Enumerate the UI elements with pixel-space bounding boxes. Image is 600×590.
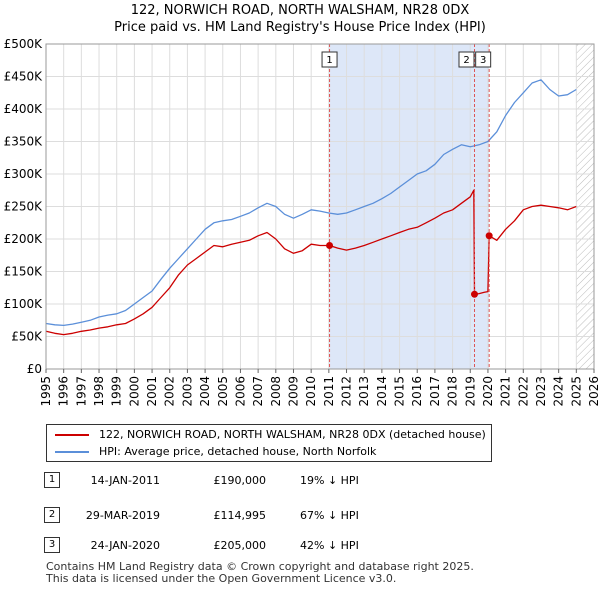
transaction-hpi-diff: 67% ↓ HPI [300,509,359,522]
transaction-date: 24-JAN-2020 [90,539,160,552]
legend-label-property: 122, NORWICH ROAD, NORTH WALSHAM, NR28 0… [99,428,486,441]
y-tick-label: £200K [4,232,44,246]
x-tick-label: 2016 [410,376,424,407]
y-tick-label: £450K [4,70,44,84]
transaction-row: 3 24-JAN-2020 £205,000 42% ↓ HPI [0,536,600,556]
x-tick-label: 2011 [322,376,336,407]
x-tick-label: 1998 [92,376,106,407]
x-tick-label: 2017 [428,376,442,407]
footer: Contains HM Land Registry data © Crown c… [46,561,474,585]
x-tick-label: 2023 [534,376,548,407]
x-tick-label: 2007 [251,376,265,407]
chart-title-line1: 122, NORWICH ROAD, NORTH WALSHAM, NR28 0… [130,3,470,18]
y-tick-label: £250K [4,200,44,214]
transaction-hpi-diff: 42% ↓ HPI [300,539,359,552]
x-tick-label: 2021 [499,376,513,407]
x-tick-label: 1995 [39,376,53,407]
transaction-row: 2 29-MAR-2019 £114,995 67% ↓ HPI [0,506,600,526]
transaction-row: 1 14-JAN-2011 £190,000 19% ↓ HPI [0,471,600,491]
sale-marker-number: 3 [480,55,486,66]
x-tick-label: 2022 [516,376,530,407]
sale-marker-box [475,51,492,68]
x-tick-label: 2019 [463,376,477,407]
plot-border [45,43,595,370]
x-tick-label: 1997 [74,376,88,407]
sale-marker-label: 3 [475,51,492,68]
x-tick-label: 1996 [57,376,71,407]
hpi-series-line [45,79,577,327]
y-tick-label: £100K [4,297,44,311]
x-tick-label: 2003 [180,376,194,407]
y-tick-label: £50K [11,330,43,344]
x-tick-label: 1999 [110,376,124,407]
chart-title-line2: Price paid vs. HM Land Registry's House … [114,20,486,35]
transaction-price: £205,000 [213,539,267,552]
sale-marker-box [321,51,338,68]
x-tick-label: 2025 [569,376,583,407]
sale-marker-dot [471,290,479,298]
transaction-badge: 1 [44,472,60,488]
x-tick-label: 2012 [340,376,354,407]
sale-marker-dot [326,242,334,249]
x-tick-label: 2013 [357,376,371,407]
x-tick-label: 2026 [587,376,600,407]
legend-label-hpi: HPI: Average price, detached house, Nort… [99,445,377,458]
x-tick-label: 2010 [304,376,318,407]
x-tick-label: 2005 [216,376,230,407]
legend-swatch-hpi [55,451,89,453]
legend-swatch-property [55,434,89,436]
transaction-badge: 2 [44,507,60,523]
y-tick-label: £150K [4,265,44,279]
y-tick-label: £400K [4,102,44,116]
legend: 122, NORWICH ROAD, NORTH WALSHAM, NR28 0… [46,424,492,462]
sale-marker-label: 1 [321,51,338,68]
transaction-badge: 3 [44,537,60,553]
sale-marker-dot [485,232,493,240]
sale-marker-box [458,51,475,68]
footer-copyright: Contains HM Land Registry data © Crown c… [46,560,474,573]
x-tick-label: 2001 [145,376,159,407]
x-tick-label: 2020 [481,376,495,407]
x-tick-label: 2014 [375,376,389,407]
y-tick-label: £350K [4,135,44,149]
x-tick-label: 2002 [163,376,177,407]
transaction-date: 29-MAR-2019 [85,509,160,522]
transaction-hpi-diff: 19% ↓ HPI [300,474,359,487]
transaction-price: £190,000 [213,474,267,487]
x-tick-label: 2006 [233,376,247,407]
sale-marker-number: 1 [326,55,332,66]
x-tick-label: 2008 [269,376,283,407]
footer-licence: This data is licensed under the Open Gov… [46,572,397,585]
sale-marker-label: 2 [458,51,475,68]
y-tick-label: £500K [4,37,44,51]
x-tick-label: 2015 [393,376,407,407]
x-tick-label: 2018 [446,376,460,407]
y-tick-label: £300K [4,167,44,181]
x-tick-label: 2004 [198,376,212,407]
x-tick-label: 2000 [127,376,141,407]
transaction-price: £114,995 [213,509,267,522]
sale-marker-number: 2 [463,55,469,66]
x-tick-label: 2009 [286,376,300,407]
x-tick-label: 2024 [552,376,566,407]
transaction-date: 14-JAN-2011 [90,474,160,487]
y-tick-label: £0 [27,362,42,376]
